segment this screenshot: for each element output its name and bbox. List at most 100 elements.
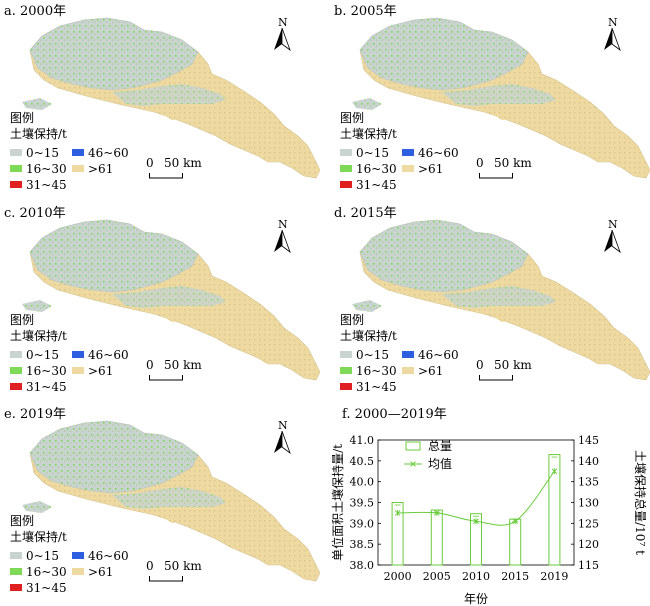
legend-swatch (10, 568, 22, 575)
north-arrow-icon: N (274, 16, 292, 52)
soil-conservation-map (352, 219, 650, 381)
x-tick-label: 2019 (540, 570, 568, 583)
y-right-tick-label: 135 (578, 476, 599, 489)
legend-label: >61 (88, 565, 114, 579)
legend-item: 0~15 (10, 146, 59, 160)
legend-label: 0~15 (356, 348, 389, 362)
legend-item: >61 (402, 162, 443, 176)
x-tick-label: 2010 (462, 570, 490, 583)
legend-title: 图例 (10, 313, 35, 327)
north-arrow-icon: N (604, 16, 622, 52)
legend-label: >61 (88, 162, 114, 176)
y-right-axis-title: 土壤保持总量/10⁷ t (633, 450, 648, 555)
legend-label: 16~30 (26, 162, 67, 176)
north-arrow-icon: N (604, 218, 622, 254)
line-marker (551, 468, 558, 475)
legend-title: 图例 (10, 111, 35, 125)
legend-label: >61 (418, 364, 444, 378)
legend-item: 31~45 (10, 178, 67, 192)
scale-bar: 0 50 km (146, 358, 216, 382)
legend-item: >61 (72, 364, 113, 378)
legend-label: >61 (418, 162, 444, 176)
legend-label: 16~30 (26, 565, 67, 579)
bar-total (470, 513, 482, 566)
legend-item: 46~60 (402, 348, 459, 362)
map-panel-label: e. 2019年 (4, 407, 67, 422)
legend-item: 31~45 (10, 581, 67, 595)
map-panel: e. 2019年 N 图例 土壤保持/t 0~15 16~30 31~45 46~60 >61 0… (0, 403, 320, 603)
map-legend: 图例 土壤保持/t 0~15 16~30 31~45 46~60 >61 (10, 513, 160, 603)
y-right-tick-label: 120 (578, 538, 599, 551)
map-panel: d. 2015年 N 图例 土壤保持/t 0~15 16~30 31~45 46~60 >61 0… (330, 202, 650, 402)
y-right-tick-label: 145 (578, 434, 599, 447)
y-left-tick-label: 38.5 (350, 538, 375, 551)
legend-item: 31~45 (340, 380, 397, 394)
map-legend: 图例 土壤保持/t 0~15 16~30 31~45 46~60 >61 (10, 110, 160, 200)
scale-bar-distance: 50 km (494, 358, 532, 372)
map-panel: a. 2000年 N 图例 土壤保持/t 0~15 16~30 31~45 46~60 >61 0… (0, 0, 320, 200)
legend-subtitle: 土壤保持/t (340, 329, 397, 343)
legend-swatch (72, 165, 84, 172)
map-legend: 图例 土壤保持/t 0~15 16~30 31~45 46~60 >61 (10, 312, 160, 402)
legend-swatch (10, 165, 22, 172)
legend-label: 46~60 (418, 348, 459, 362)
legend-label: 31~45 (26, 380, 67, 394)
soil-conservation-map (352, 17, 650, 179)
scale-bar-zero: 0 (476, 156, 484, 170)
legend-swatch (10, 552, 22, 559)
y-right-tick-label: 125 (578, 517, 599, 530)
legend-item: 46~60 (72, 348, 129, 362)
y-left-tick-label: 38.0 (350, 559, 375, 572)
legend-bar-swatch (405, 441, 421, 451)
legend-item: >61 (72, 565, 113, 579)
legend-swatch (72, 351, 84, 358)
legend-label: 46~60 (88, 348, 129, 362)
legend-item: 46~60 (72, 549, 129, 563)
legend-swatch (72, 552, 84, 559)
x-tick-label: 2005 (423, 570, 451, 583)
legend-item: 46~60 (402, 146, 459, 160)
legend-item: 0~15 (10, 549, 59, 563)
legend-swatch (340, 367, 352, 374)
legend-item: 16~30 (340, 364, 397, 378)
legend-swatch (402, 149, 414, 156)
scale-bar-distance: 50 km (164, 358, 202, 372)
map-panel: c. 2010年 N 图例 土壤保持/t 0~15 16~30 31~45 46~60 >61 0… (0, 202, 320, 402)
legend-item: 31~45 (340, 178, 397, 192)
line-marker (512, 518, 519, 525)
scale-bar: 0 50 km (476, 156, 546, 180)
map-legend: 图例 土壤保持/t 0~15 16~30 31~45 46~60 >61 (340, 312, 490, 402)
soil-conservation-chart: 38.0 38.5 39.0 39.5 40.0 40.5 41.0 115 120 125 130… (330, 434, 648, 606)
y-left-tick-label: 40.0 (350, 476, 375, 489)
legend-label: 0~15 (356, 146, 389, 160)
legend-line-marker (410, 461, 416, 467)
scale-bar-zero: 0 (476, 358, 484, 372)
scale-bar-distance: 50 km (494, 156, 532, 170)
legend-swatch (10, 584, 22, 591)
scale-bar-distance: 50 km (164, 156, 202, 170)
legend-swatch (340, 383, 352, 390)
legend-swatch (10, 383, 22, 390)
line-marker (433, 509, 440, 516)
legend-swatch (340, 149, 352, 156)
y-left-tick-label: 40.5 (350, 455, 375, 468)
legend-label: 16~30 (356, 162, 397, 176)
line-marker (394, 509, 401, 516)
y-right-tick-label: 140 (578, 455, 599, 468)
legend-item: 16~30 (10, 162, 67, 176)
north-arrow-label: N (278, 16, 288, 29)
legend-label: 31~45 (356, 380, 397, 394)
bar-total (391, 502, 404, 566)
x-tick-label: 2015 (501, 570, 529, 583)
north-arrow-icon: N (274, 419, 292, 455)
north-arrow-icon: N (274, 218, 292, 254)
legend-swatch (402, 367, 414, 374)
map-panel-label: b. 2005年 (334, 4, 397, 19)
map-panel: b. 2005年 N 图例 土壤保持/t 0~15 16~30 31~45 46~60 >61 0… (330, 0, 650, 200)
y-left-tick-label: 39.0 (350, 517, 375, 530)
legend-swatch (72, 149, 84, 156)
x-axis-title: 年份 (464, 592, 488, 606)
legend-label: 0~15 (26, 348, 59, 362)
legend-swatch (10, 351, 22, 358)
legend-label: 16~30 (356, 364, 397, 378)
